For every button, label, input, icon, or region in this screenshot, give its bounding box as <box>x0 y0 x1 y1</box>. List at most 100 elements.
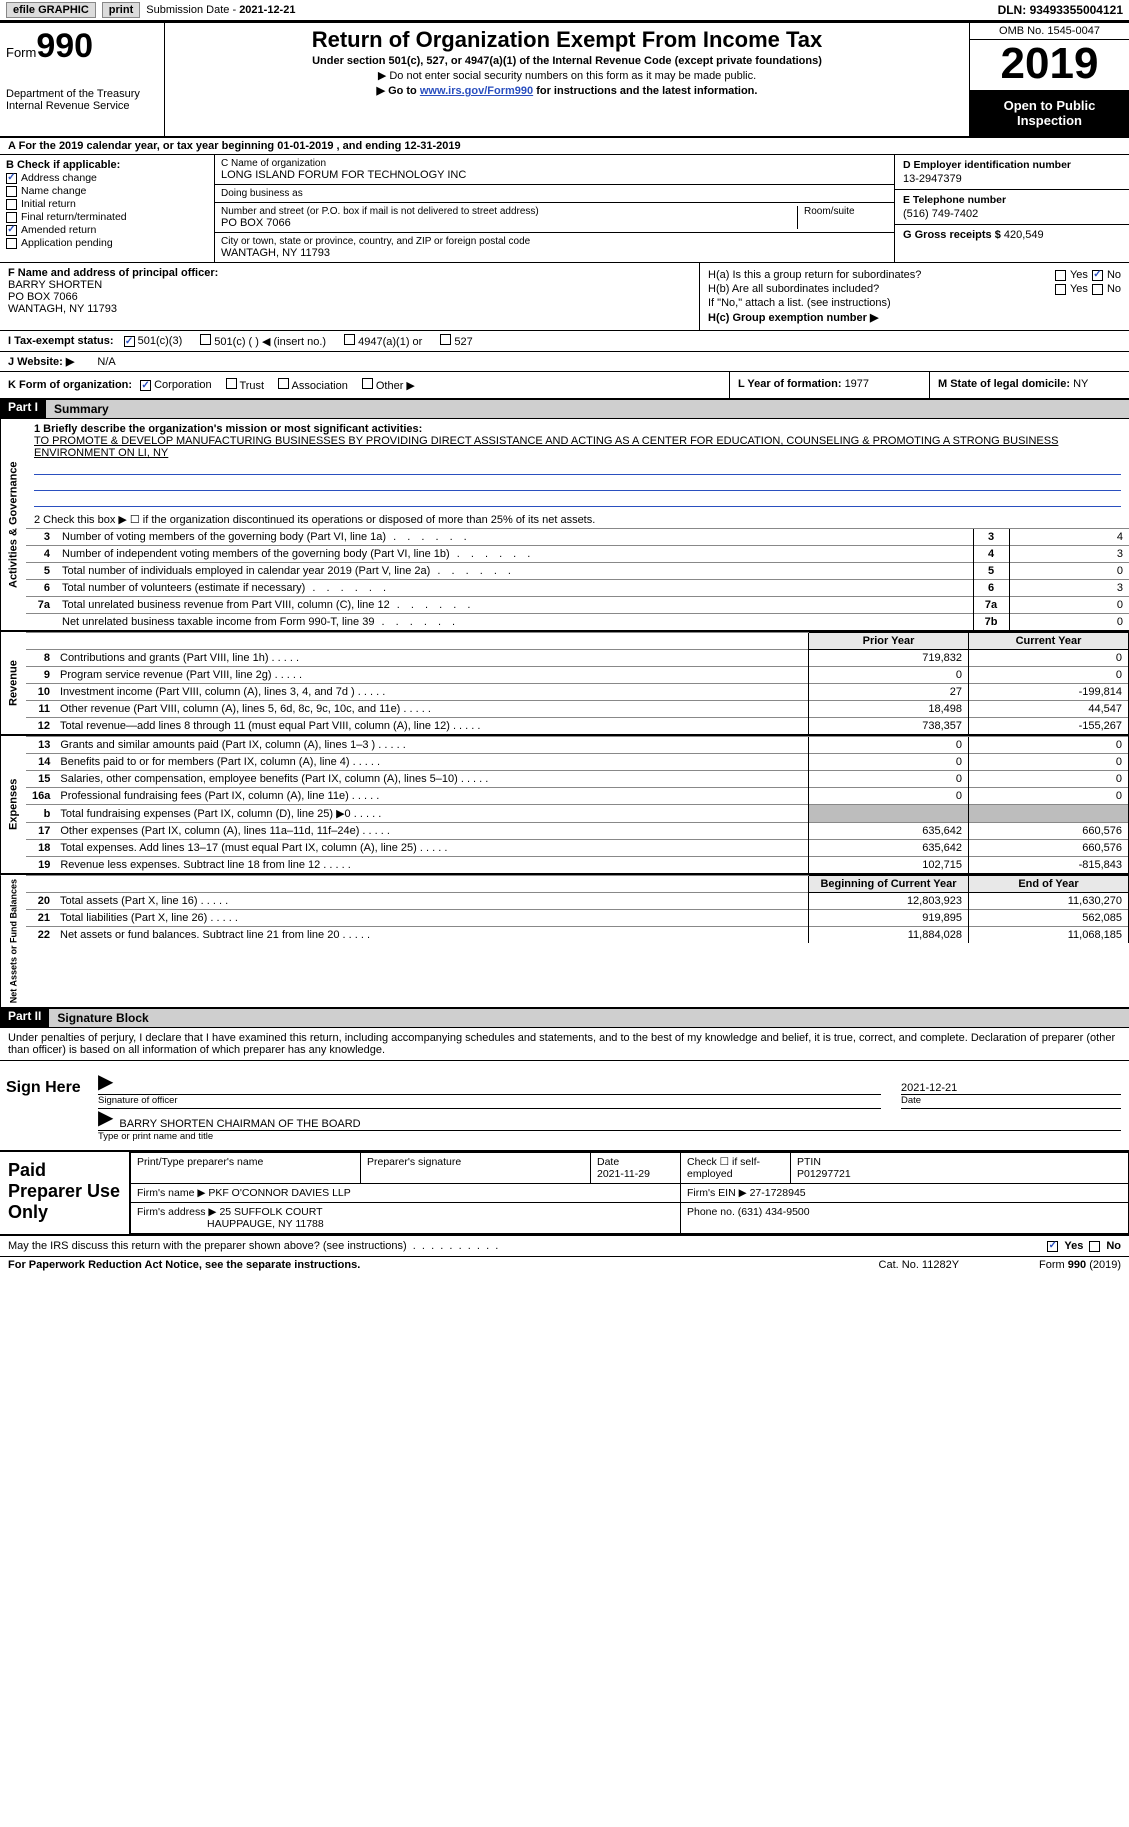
dln-label: DLN: 93493355004121 <box>998 3 1123 17</box>
firm-address: Firm's address ▶ 25 SUFFOLK COURT HAUPPA… <box>131 1203 681 1234</box>
q2-text: 2 Check this box ▶ ☐ if the organization… <box>26 511 1129 528</box>
sign-here-label: Sign Here <box>0 1061 90 1150</box>
prior-year-header: Prior Year <box>809 633 969 650</box>
formorg-check-1[interactable] <box>226 378 237 389</box>
table-cell: 0 <box>809 737 969 754</box>
tab-net-assets: Net Assets or Fund Balances <box>0 875 26 1007</box>
boxb-check-3[interactable] <box>6 212 17 223</box>
year-formation: L Year of formation: 1977 <box>730 372 930 398</box>
row-k: K Form of organization: Corporation Trus… <box>0 372 729 398</box>
tab-revenue: Revenue <box>0 632 26 734</box>
room-label: Room/suite <box>804 206 888 217</box>
sig-officer-label: Signature of officer <box>98 1095 881 1109</box>
dept-irs: Internal Revenue Service <box>6 100 158 112</box>
table-cell: -199,814 <box>969 684 1129 701</box>
table-cell: -155,267 <box>969 718 1129 735</box>
paperwork-notice: For Paperwork Reduction Act Notice, see … <box>8 1259 360 1271</box>
officer-name: BARRY SHORTEN CHAIRMAN OF THE BOARD <box>119 1118 360 1130</box>
table-cell: 12,803,923 <box>809 893 969 910</box>
hb-yes-checkbox[interactable] <box>1055 284 1066 295</box>
firm-phone: Phone no. (631) 434-9500 <box>681 1203 1129 1234</box>
formorg-check-3[interactable] <box>362 378 373 389</box>
boxb-check-5[interactable] <box>6 238 17 249</box>
table-cell: 0 <box>969 754 1129 771</box>
table-cell: 27 <box>809 684 969 701</box>
table-cell: 919,895 <box>809 910 969 927</box>
city-label: City or town, state or province, country… <box>221 236 888 247</box>
table-cell: 0 <box>809 754 969 771</box>
declaration-text: Under penalties of perjury, I declare th… <box>0 1028 1129 1061</box>
tax-year: 2019 <box>970 40 1129 90</box>
period-row: A For the 2019 calendar year, or tax yea… <box>0 138 1129 155</box>
arrow-icon: ▶ <box>98 1105 113 1130</box>
taxstatus-check-3[interactable] <box>440 334 451 345</box>
firm-ein: Firm's EIN ▶ 27-1728945 <box>681 1184 1129 1203</box>
self-employed-check[interactable]: Check ☐ if self-employed <box>681 1153 791 1184</box>
table-cell <box>969 805 1129 823</box>
form-subtitle: Under section 501(c), 527, or 4947(a)(1)… <box>173 55 961 67</box>
table-cell: 660,576 <box>969 840 1129 857</box>
dept-treasury: Department of the Treasury <box>6 88 158 100</box>
table-cell: 0 <box>969 667 1129 684</box>
table-cell: 719,832 <box>809 650 969 667</box>
formorg-check-0[interactable] <box>140 380 151 391</box>
org-name: LONG ISLAND FORUM FOR TECHNOLOGY INC <box>221 169 888 181</box>
table-cell: 0 <box>969 788 1129 805</box>
open-inspection: Open to PublicInspection <box>970 90 1129 136</box>
table-cell: 11,884,028 <box>809 927 969 944</box>
name-title-label: Type or print name and title <box>98 1131 1121 1144</box>
boxb-check-4[interactable] <box>6 225 17 236</box>
arrow-icon: ▶ <box>98 1069 113 1094</box>
print-button[interactable]: print <box>102 2 140 18</box>
firm-name: Firm's name ▶ PKF O'CONNOR DAVIES LLP <box>131 1184 681 1203</box>
table-cell: -815,843 <box>969 857 1129 874</box>
taxstatus-check-1[interactable] <box>200 334 211 345</box>
taxstatus-check-0[interactable] <box>124 336 135 347</box>
city-value: WANTAGH, NY 11793 <box>221 247 888 259</box>
boxb-check-0[interactable] <box>6 173 17 184</box>
part1-header: Part ISummary <box>0 400 1129 419</box>
form-title: Return of Organization Exempt From Incom… <box>173 27 961 53</box>
tel-label: E Telephone number <box>903 194 1121 206</box>
table-cell: 18,498 <box>809 701 969 718</box>
table-cell: 11,068,185 <box>969 927 1129 944</box>
taxstatus-check-2[interactable] <box>344 334 355 345</box>
tab-expenses: Expenses <box>0 736 26 873</box>
table-cell: 0 <box>809 667 969 684</box>
beginning-year-header: Beginning of Current Year <box>809 876 969 893</box>
boxb-label-1: Name change <box>21 185 86 197</box>
discuss-yes-checkbox[interactable] <box>1047 1241 1058 1252</box>
formorg-check-2[interactable] <box>278 378 289 389</box>
table-cell: 11,630,270 <box>969 893 1129 910</box>
mission-text: TO PROMOTE & DEVELOP MANUFACTURING BUSIN… <box>34 435 1121 459</box>
ha-yes-checkbox[interactable] <box>1055 270 1066 281</box>
dba-label: Doing business as <box>221 188 888 199</box>
boxb-label-5: Application pending <box>21 237 113 249</box>
part2-header: Part IISignature Block <box>0 1009 1129 1028</box>
box-h: H(a) Is this a group return for subordin… <box>699 263 1129 330</box>
irs-link[interactable]: www.irs.gov/Form990 <box>420 85 533 97</box>
efile-button[interactable]: efile GRAPHIC <box>6 2 96 18</box>
boxb-label-0: Address change <box>21 172 97 184</box>
tel-value: (516) 749-7402 <box>903 208 1121 220</box>
boxb-label-4: Amended return <box>21 224 96 236</box>
table-cell: 0 <box>809 771 969 788</box>
boxb-check-1[interactable] <box>6 186 17 197</box>
discuss-no-checkbox[interactable] <box>1089 1241 1100 1252</box>
current-year-header: Current Year <box>969 633 1129 650</box>
form-number: Form990 <box>6 27 158 66</box>
sig-date-label: Date <box>901 1095 1121 1109</box>
boxb-label-2: Initial return <box>21 198 76 210</box>
sig-date: 2021-12-21 <box>901 1082 957 1094</box>
table-cell: 0 <box>809 788 969 805</box>
paid-preparer-label: Paid Preparer Use Only <box>0 1152 130 1234</box>
form-footer: Form 990 (2019) <box>1039 1259 1121 1271</box>
cat-no: Cat. No. 11282Y <box>879 1259 960 1271</box>
tab-activities-governance: Activities & Governance <box>0 419 26 630</box>
hb-no-checkbox[interactable] <box>1092 284 1103 295</box>
note-link: ▶ Go to www.irs.gov/Form990 for instruct… <box>173 84 961 97</box>
omb-number: OMB No. 1545-0047 <box>970 23 1129 40</box>
boxb-check-2[interactable] <box>6 199 17 210</box>
preparer-name-label: Print/Type preparer's name <box>131 1153 361 1184</box>
ha-no-checkbox[interactable] <box>1092 270 1103 281</box>
